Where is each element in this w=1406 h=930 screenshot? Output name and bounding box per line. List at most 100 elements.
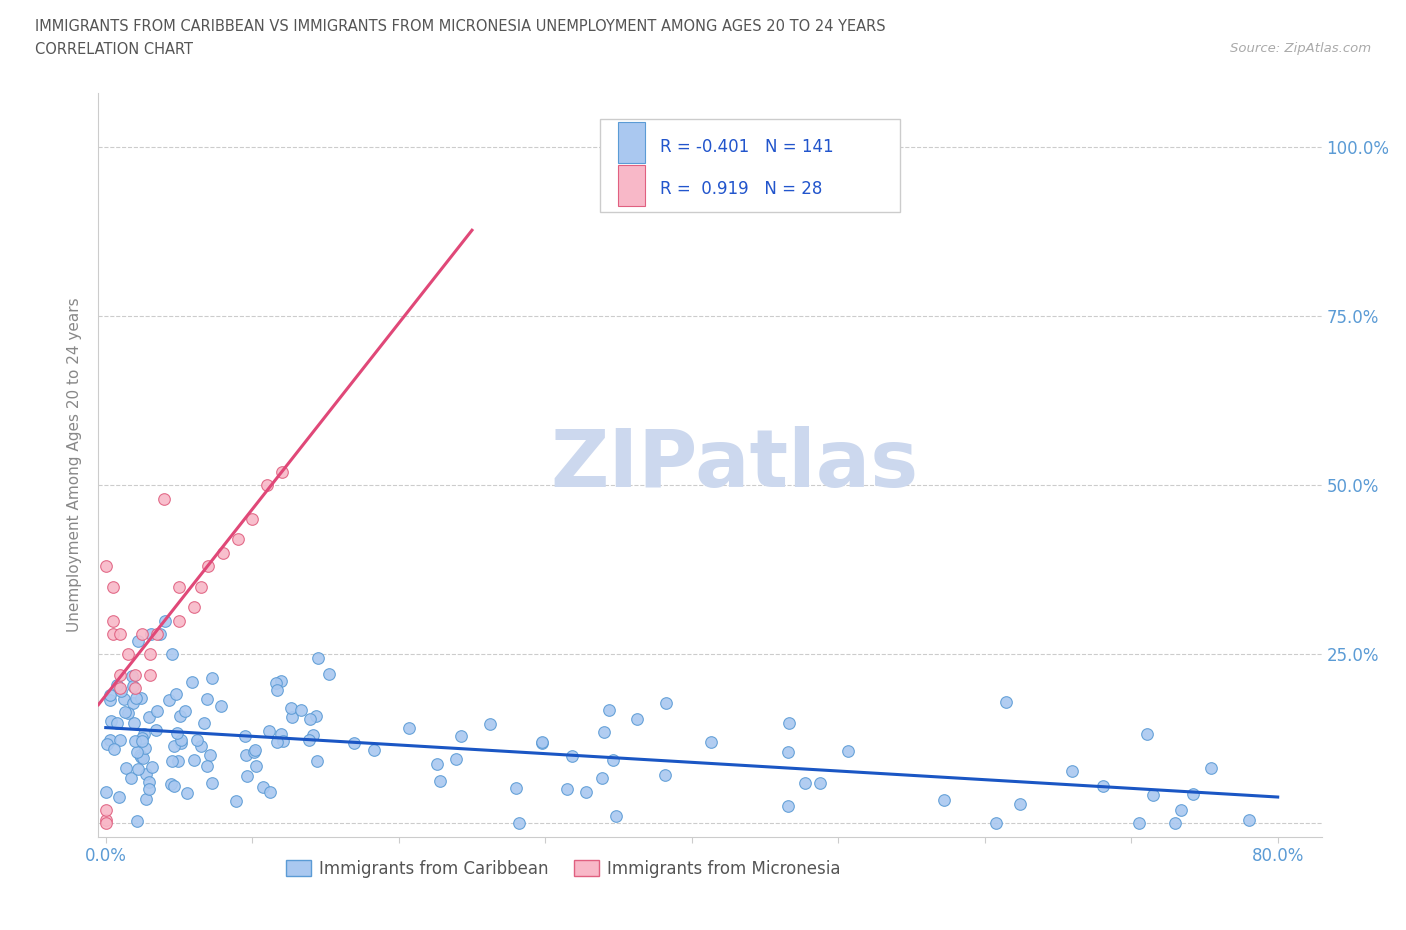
- Point: [776, 744, 799, 759]
- Point: [138, 781, 160, 796]
- Point: [139, 627, 162, 642]
- Point: [1142, 788, 1164, 803]
- Point: [145, 723, 167, 737]
- Point: [593, 725, 616, 740]
- Point: [201, 776, 224, 790]
- Point: [108, 790, 131, 804]
- Point: [290, 703, 312, 718]
- Point: [129, 690, 152, 705]
- Text: ZIPatlas: ZIPatlas: [550, 426, 918, 504]
- Point: [505, 781, 527, 796]
- Point: [700, 735, 723, 750]
- Point: [235, 747, 257, 762]
- Point: [146, 627, 169, 642]
- Point: [1170, 803, 1192, 817]
- Point: [125, 745, 148, 760]
- Point: [837, 744, 859, 759]
- Point: [108, 733, 131, 748]
- Point: [94, 813, 117, 828]
- Point: [96, 737, 118, 751]
- Point: [110, 627, 132, 642]
- Point: [190, 738, 212, 753]
- Point: [100, 713, 122, 728]
- Point: [307, 650, 329, 665]
- Point: [932, 792, 955, 807]
- Point: [114, 761, 136, 776]
- Point: [342, 736, 364, 751]
- Point: [591, 771, 613, 786]
- Point: [162, 738, 184, 753]
- Point: [120, 771, 142, 786]
- Point: [426, 756, 449, 771]
- Point: [167, 613, 190, 628]
- Point: [793, 776, 815, 790]
- Point: [598, 703, 620, 718]
- Point: [122, 715, 145, 730]
- Point: [170, 736, 193, 751]
- Point: [135, 791, 157, 806]
- Point: [1199, 761, 1222, 776]
- Point: [94, 803, 117, 817]
- Point: [778, 798, 800, 813]
- Point: [100, 693, 122, 708]
- Point: [124, 681, 146, 696]
- Text: CORRELATION CHART: CORRELATION CHART: [35, 42, 193, 57]
- Point: [444, 751, 467, 766]
- Point: [138, 647, 160, 662]
- Point: [1163, 816, 1185, 830]
- Point: [201, 671, 224, 685]
- Point: [197, 559, 219, 574]
- Point: [121, 669, 143, 684]
- Point: [98, 733, 121, 748]
- Point: [110, 684, 132, 698]
- Point: [94, 559, 117, 574]
- Text: IMMIGRANTS FROM CARIBBEAN VS IMMIGRANTS FROM MICRONESIA UNEMPLOYMENT AMONG AGES : IMMIGRANTS FROM CARIBBEAN VS IMMIGRANTS …: [35, 19, 886, 33]
- Point: [110, 681, 132, 696]
- Point: [984, 816, 1007, 830]
- Point: [305, 754, 328, 769]
- Point: [225, 794, 247, 809]
- Point: [127, 633, 149, 648]
- Legend: Immigrants from Caribbean, Immigrants from Micronesia: Immigrants from Caribbean, Immigrants fr…: [280, 853, 848, 884]
- Point: [180, 675, 202, 690]
- Point: [101, 613, 124, 628]
- Point: [135, 766, 157, 781]
- Point: [131, 627, 153, 642]
- Point: [193, 716, 215, 731]
- Point: [778, 715, 800, 730]
- Point: [174, 704, 197, 719]
- Point: [183, 600, 205, 615]
- Point: [270, 464, 292, 479]
- Y-axis label: Unemployment Among Ages 20 to 24 years: Unemployment Among Ages 20 to 24 years: [67, 298, 83, 632]
- Point: [110, 667, 132, 682]
- Point: [131, 751, 153, 765]
- Point: [167, 579, 190, 594]
- Point: [129, 750, 152, 764]
- Point: [107, 716, 129, 731]
- Point: [429, 774, 451, 789]
- Point: [124, 667, 146, 682]
- Point: [209, 698, 232, 713]
- Point: [226, 532, 249, 547]
- Point: [281, 710, 304, 724]
- Point: [157, 693, 180, 708]
- Point: [1091, 778, 1114, 793]
- Point: [557, 781, 579, 796]
- Point: [233, 729, 256, 744]
- Point: [148, 627, 170, 642]
- Point: [138, 774, 160, 789]
- Point: [1136, 727, 1159, 742]
- Point: [128, 748, 150, 763]
- Point: [1237, 813, 1260, 828]
- Point: [127, 814, 149, 829]
- Point: [1060, 764, 1083, 778]
- Point: [305, 708, 328, 723]
- Point: [808, 775, 831, 790]
- Point: [117, 647, 139, 662]
- Point: [167, 753, 190, 768]
- Point: [1181, 787, 1204, 802]
- Point: [280, 700, 302, 715]
- Point: [450, 729, 472, 744]
- Point: [994, 695, 1017, 710]
- Point: [626, 711, 648, 726]
